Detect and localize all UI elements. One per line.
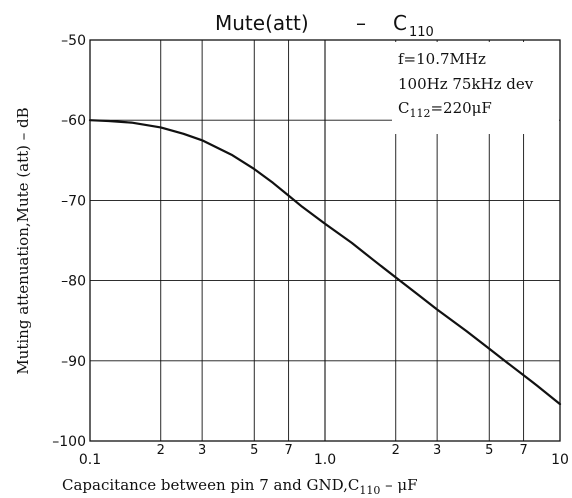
y-tick-label: –50 bbox=[61, 33, 86, 49]
y-tick-label: –70 bbox=[61, 193, 86, 209]
x-tick-label: 1.0 bbox=[314, 452, 336, 468]
x-tick-label: 7 bbox=[284, 443, 292, 458]
chart-title-dash: – bbox=[356, 11, 366, 35]
annotation-background bbox=[392, 42, 559, 134]
chart-title: Mute(att) bbox=[215, 11, 309, 35]
x-tick-label: 2 bbox=[392, 443, 400, 458]
y-tick-label: –100 bbox=[52, 434, 86, 450]
annotation-line-3: C112=220μF bbox=[398, 99, 492, 120]
x-axis-label-unit: – μF bbox=[380, 476, 417, 494]
annotation-line-3-rest: =220μF bbox=[430, 99, 491, 117]
x-axis-label: Capacitance between pin 7 and GND,C110 –… bbox=[62, 476, 418, 497]
x-tick-label: 5 bbox=[250, 443, 258, 458]
x-tick-label: 5 bbox=[485, 443, 493, 458]
x-axis-label-sub: 110 bbox=[359, 484, 380, 497]
y-tick-labels: –50 –60 –70 –80 –90 –100 bbox=[52, 33, 86, 450]
y-tick-label: –90 bbox=[61, 354, 86, 370]
x-tick-label: 3 bbox=[198, 443, 206, 458]
x-tick-label: 0.1 bbox=[79, 452, 101, 468]
annotation-line-2: 100Hz 75kHz dev bbox=[398, 75, 534, 93]
annotation-line-3-var: C bbox=[398, 99, 409, 117]
x-tick-label: 10 bbox=[551, 452, 569, 468]
y-tick-label: –80 bbox=[61, 274, 86, 290]
y-axis-label: Muting attenuation,Mute (att) – dB bbox=[14, 107, 32, 374]
annotation-line-3-sub: 112 bbox=[409, 107, 430, 120]
series-line bbox=[88, 119, 562, 406]
chart-title-var-sub: 110 bbox=[409, 25, 434, 40]
x-tick-label: 3 bbox=[433, 443, 441, 458]
chart-title-var: C bbox=[393, 11, 407, 35]
x-tick-label: 2 bbox=[157, 443, 165, 458]
x-tick-label: 7 bbox=[519, 443, 527, 458]
x-axis-label-text: Capacitance between pin 7 and GND,C bbox=[62, 476, 359, 494]
y-tick-label: –60 bbox=[61, 113, 86, 129]
x-tick-labels: 0.1 2 3 5 7 1.0 2 3 5 7 10 bbox=[79, 443, 569, 468]
chart-title-main: Mute(att) bbox=[215, 11, 309, 35]
annotation-line-1: f=10.7MHz bbox=[398, 50, 486, 68]
